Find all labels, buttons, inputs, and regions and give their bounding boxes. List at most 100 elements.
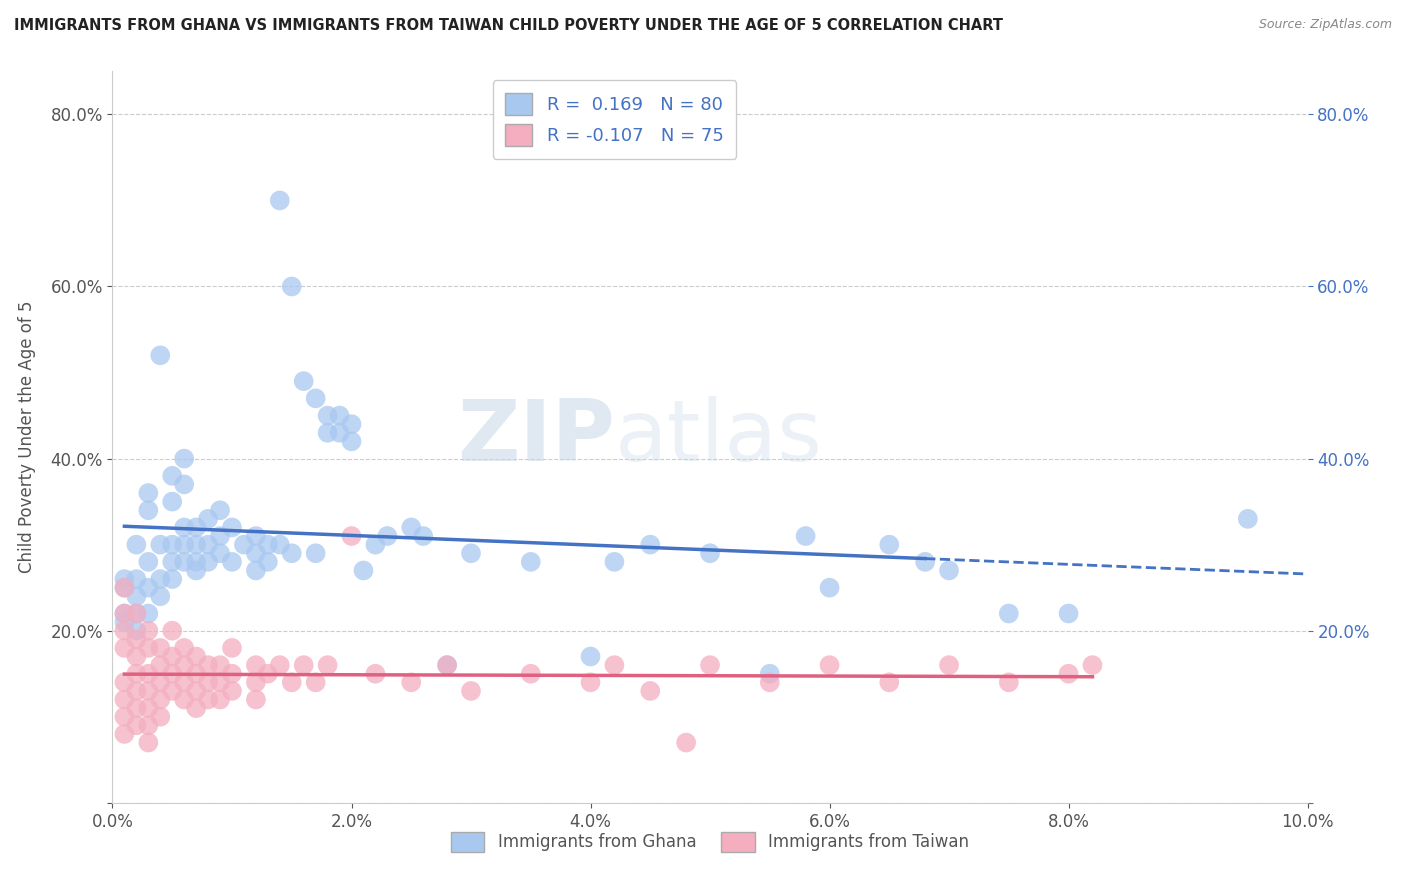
Point: [114, 710, 135, 724]
Point: [640, 684, 662, 698]
Point: [603, 555, 626, 569]
Point: [879, 538, 901, 552]
Point: [436, 658, 458, 673]
Point: [998, 675, 1021, 690]
Point: [340, 434, 363, 449]
Point: [114, 692, 135, 706]
Point: [1081, 658, 1104, 673]
Point: [138, 718, 160, 732]
Point: [221, 520, 243, 534]
Point: [292, 374, 315, 388]
Point: [794, 529, 817, 543]
Point: [162, 666, 183, 681]
Point: [938, 658, 960, 673]
Point: [699, 546, 721, 560]
Point: [197, 538, 219, 552]
Point: [281, 546, 304, 560]
Point: [138, 607, 160, 621]
Point: [173, 477, 195, 491]
Point: [316, 409, 339, 423]
Point: [245, 529, 267, 543]
Point: [162, 538, 183, 552]
Point: [186, 538, 208, 552]
Point: [173, 692, 195, 706]
Point: [221, 684, 243, 698]
Point: [114, 624, 135, 638]
Point: [353, 564, 375, 578]
Y-axis label: Child Poverty Under the Age of 5: Child Poverty Under the Age of 5: [18, 301, 37, 574]
Point: [138, 684, 160, 698]
Point: [209, 503, 232, 517]
Point: [818, 581, 841, 595]
Point: [138, 735, 160, 749]
Point: [173, 555, 195, 569]
Point: [186, 564, 208, 578]
Point: [316, 425, 339, 440]
Text: IMMIGRANTS FROM GHANA VS IMMIGRANTS FROM TAIWAN CHILD POVERTY UNDER THE AGE OF 5: IMMIGRANTS FROM GHANA VS IMMIGRANTS FROM…: [14, 18, 1002, 33]
Point: [125, 666, 148, 681]
Point: [699, 658, 721, 673]
Point: [520, 555, 543, 569]
Point: [114, 581, 135, 595]
Point: [114, 607, 135, 621]
Point: [186, 684, 208, 698]
Point: [125, 684, 148, 698]
Point: [138, 701, 160, 715]
Point: [579, 649, 602, 664]
Point: [149, 675, 172, 690]
Point: [162, 494, 183, 508]
Point: [1057, 607, 1080, 621]
Point: [257, 666, 280, 681]
Point: [245, 564, 267, 578]
Point: [125, 649, 148, 664]
Point: [114, 572, 135, 586]
Point: [292, 658, 315, 673]
Point: [125, 589, 148, 603]
Point: [281, 675, 304, 690]
Point: [162, 572, 183, 586]
Point: [197, 658, 219, 673]
Point: [759, 666, 782, 681]
Point: [173, 451, 195, 466]
Text: Source: ZipAtlas.com: Source: ZipAtlas.com: [1258, 18, 1392, 31]
Point: [149, 640, 172, 655]
Point: [114, 727, 135, 741]
Point: [138, 640, 160, 655]
Point: [998, 607, 1021, 621]
Point: [269, 194, 291, 208]
Point: [460, 546, 482, 560]
Point: [305, 675, 328, 690]
Point: [340, 529, 363, 543]
Point: [197, 555, 219, 569]
Point: [1237, 512, 1260, 526]
Point: [125, 538, 148, 552]
Point: [209, 658, 232, 673]
Point: [149, 572, 172, 586]
Point: [1057, 666, 1080, 681]
Point: [149, 589, 172, 603]
Point: [138, 555, 160, 569]
Point: [879, 675, 901, 690]
Point: [412, 529, 434, 543]
Point: [138, 503, 160, 517]
Point: [173, 520, 195, 534]
Point: [138, 581, 160, 595]
Point: [245, 546, 267, 560]
Point: [114, 675, 135, 690]
Point: [340, 417, 363, 432]
Point: [114, 640, 135, 655]
Point: [245, 675, 267, 690]
Point: [149, 538, 172, 552]
Point: [149, 692, 172, 706]
Text: ZIP: ZIP: [457, 395, 614, 479]
Point: [221, 666, 243, 681]
Point: [125, 718, 148, 732]
Point: [209, 692, 232, 706]
Point: [186, 649, 208, 664]
Point: [186, 666, 208, 681]
Point: [759, 675, 782, 690]
Point: [114, 581, 135, 595]
Point: [233, 538, 256, 552]
Point: [269, 658, 291, 673]
Point: [245, 692, 267, 706]
